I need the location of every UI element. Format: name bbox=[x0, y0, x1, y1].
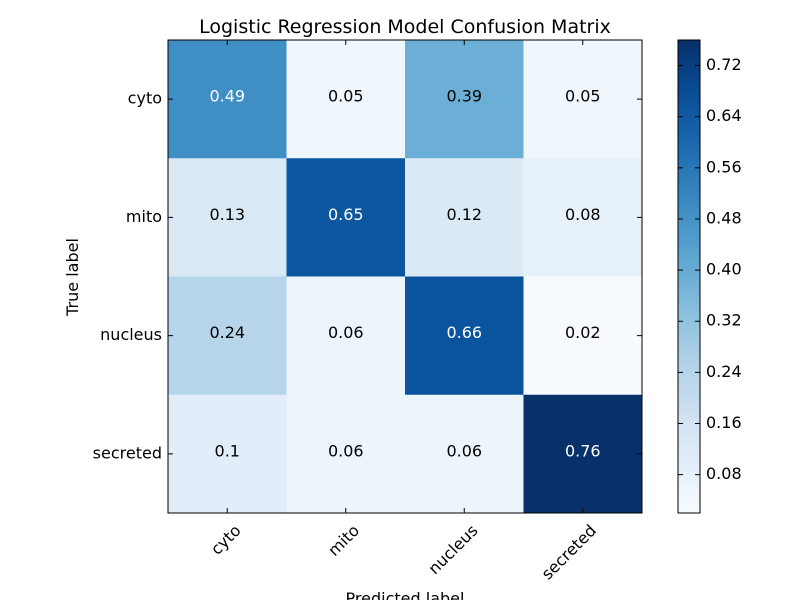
heatmap-value-label: 0.05 bbox=[328, 87, 364, 106]
heatmap-cell bbox=[168, 276, 287, 396]
heatmap-cell bbox=[523, 40, 643, 159]
heatmap-cell bbox=[286, 40, 406, 159]
heatmap-cell bbox=[286, 158, 406, 277]
heatmap-cell bbox=[523, 394, 643, 514]
colorbar: 0.08 0.16 0.24 0.32 0.40 0.48 0.56 0.64 0.72 bbox=[677, 39, 742, 514]
heatmap-value-label: 0.39 bbox=[446, 87, 482, 106]
heatmap-value-label: 0.76 bbox=[565, 441, 601, 460]
y-axis-label: True label bbox=[63, 238, 82, 317]
heatmap-cell bbox=[405, 394, 524, 514]
x-tick-label: mito bbox=[324, 521, 363, 560]
heatmap-cell bbox=[405, 158, 524, 277]
y-tick-label: secreted bbox=[93, 443, 162, 462]
heatmap-value-labels: 0.49 0.05 0.39 0.05 0.13 0.65 0.12 0.08 0.24 0.06… bbox=[209, 87, 600, 461]
heatmap-cell bbox=[405, 276, 524, 396]
heatmap-cell bbox=[168, 394, 287, 514]
heatmap-cell bbox=[523, 158, 643, 277]
colorbar-tick-label: 0.48 bbox=[706, 208, 742, 227]
x-tick-label: secreted bbox=[538, 521, 600, 583]
colorbar-tick-label: 0.64 bbox=[706, 106, 742, 125]
x-axis-label: Predicted label bbox=[346, 589, 465, 600]
heatmap-value-label: 0.08 bbox=[565, 205, 601, 224]
heatmap-value-label: 0.02 bbox=[565, 323, 601, 342]
heatmap-value-label: 0.66 bbox=[446, 323, 482, 342]
heatmap-cell bbox=[168, 40, 287, 159]
y-tick-label: cyto bbox=[128, 89, 162, 108]
heatmap-cell bbox=[286, 276, 406, 396]
plot-frame bbox=[167, 39, 643, 514]
y-tick-label: mito bbox=[126, 207, 162, 226]
colorbar-gradient bbox=[677, 39, 701, 514]
colorbar-tick-label: 0.72 bbox=[706, 55, 742, 74]
heatmap-value-label: 0.06 bbox=[328, 441, 364, 460]
heatmap-cell bbox=[168, 158, 287, 277]
y-tick-label: nucleus bbox=[100, 325, 162, 344]
heatmap-value-label: 0.12 bbox=[446, 205, 482, 224]
chart-title: Logistic Regression Model Confusion Matr… bbox=[199, 16, 611, 38]
heatmap-value-label: 0.06 bbox=[328, 323, 364, 342]
colorbar-tick-label: 0.40 bbox=[706, 260, 742, 279]
heatmap-value-label: 0.49 bbox=[209, 87, 245, 106]
x-tick-label: cyto bbox=[207, 521, 245, 559]
heatmap-cell bbox=[523, 276, 643, 396]
heatmap-value-label: 0.06 bbox=[446, 441, 482, 460]
heatmap-value-label: 0.65 bbox=[328, 205, 364, 224]
heatmap-cell bbox=[405, 40, 524, 159]
heatmap-value-label: 0.13 bbox=[209, 205, 245, 224]
colorbar-tick-label: 0.32 bbox=[706, 311, 742, 330]
y-axis-ticks: cyto mito nucleus secreted bbox=[93, 89, 642, 462]
heatmap-value-label: 0.1 bbox=[215, 441, 240, 460]
colorbar-tick-label: 0.24 bbox=[706, 362, 742, 381]
heatmap-value-label: 0.24 bbox=[209, 323, 245, 342]
heatmap-value-label: 0.05 bbox=[565, 87, 601, 106]
x-tick-label: nucleus bbox=[424, 521, 481, 578]
heatmap-cells bbox=[168, 40, 643, 514]
colorbar-tick-label: 0.56 bbox=[706, 157, 742, 176]
heatmap-cell bbox=[286, 394, 406, 514]
colorbar-tick-label: 0.08 bbox=[706, 464, 742, 483]
colorbar-tick-label: 0.16 bbox=[706, 413, 742, 432]
